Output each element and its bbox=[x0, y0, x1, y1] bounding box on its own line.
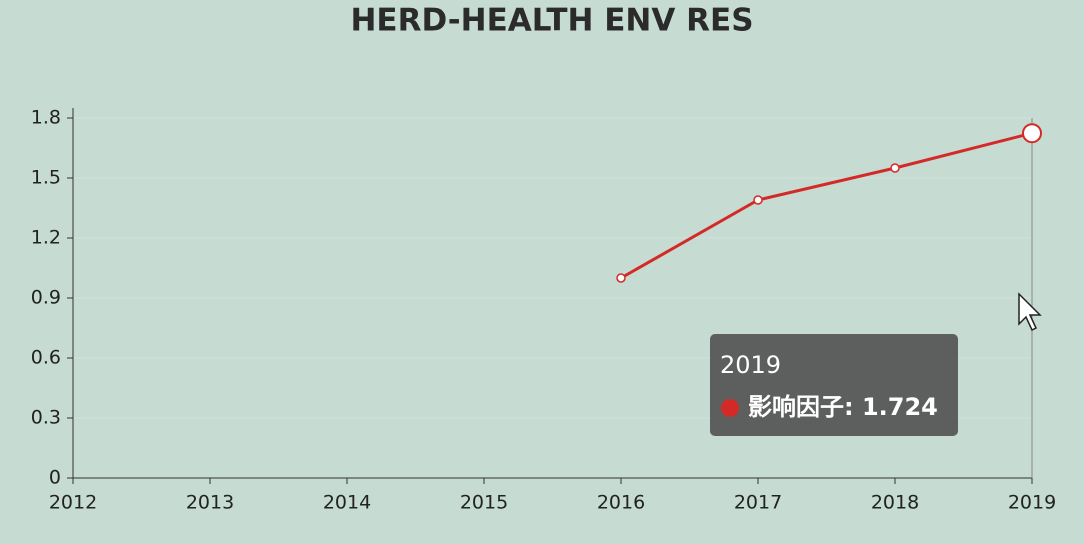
tooltip-box bbox=[710, 334, 958, 436]
point bbox=[1022, 123, 1042, 144]
tooltip-text: 影响因子: 1.724 bbox=[748, 393, 938, 421]
plot-area: 0 0.3 0.6 0.9 1.2 1.5 1.8 2012 2013 2014 2015 2016 2… bbox=[31, 107, 1056, 514]
x-tick-label: 2015 bbox=[460, 492, 508, 514]
line bbox=[620, 131, 1033, 280]
chart-title: HERD-HEALTH ENV RES bbox=[350, 3, 753, 39]
cursor bbox=[1018, 292, 1042, 332]
y-tick-label: 1.2 bbox=[31, 227, 61, 249]
y-tick-label: 0.9 bbox=[31, 287, 61, 309]
y-tick-label: 0.3 bbox=[31, 407, 61, 429]
point bbox=[616, 273, 626, 283]
x-tick-label: 2019 bbox=[1008, 492, 1056, 514]
y-tick-label: 0 bbox=[49, 467, 61, 489]
x-tick-label: 2017 bbox=[734, 492, 782, 514]
tooltip-title: 2019 bbox=[720, 351, 781, 379]
x-tick-label: 2012 bbox=[49, 492, 97, 514]
tooltip: 2019 影响因子: 1.724 bbox=[710, 334, 958, 436]
x-tick-label: 2014 bbox=[323, 492, 371, 514]
x-tick-label: 2016 bbox=[597, 492, 645, 514]
y-tick-label: 1.8 bbox=[31, 107, 61, 129]
point bbox=[890, 163, 900, 173]
x-tick-label: 2018 bbox=[871, 492, 919, 514]
y-tick-label: 0.6 bbox=[31, 347, 61, 369]
tooltip-marker bbox=[721, 399, 739, 417]
point bbox=[753, 195, 763, 205]
x-tick-label: 2013 bbox=[186, 492, 234, 514]
y-tick-label: 1.5 bbox=[31, 167, 61, 189]
